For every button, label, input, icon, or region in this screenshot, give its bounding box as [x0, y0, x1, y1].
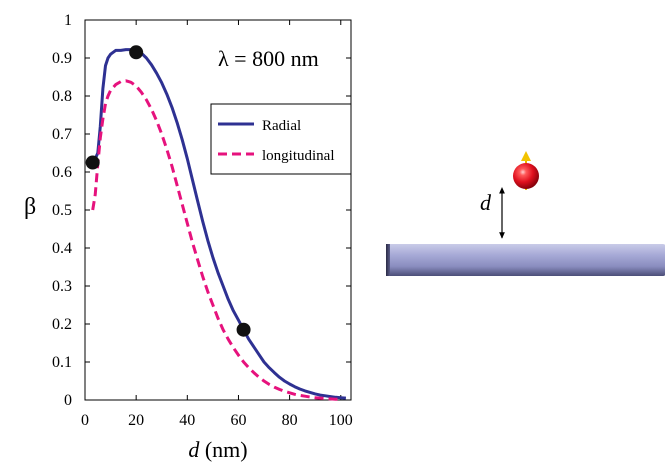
legend-box: [210, 103, 352, 175]
y-tick-label: 0.4: [52, 240, 72, 257]
y-tick-label: 0.7: [52, 126, 72, 143]
nanorod: [386, 244, 665, 276]
y-tick-label: 0.1: [52, 354, 72, 371]
y-tick-label: 0.9: [52, 50, 72, 67]
x-tick-label: 40: [179, 412, 195, 429]
x-axis-label: d (nm): [188, 437, 247, 462]
highlight-point: [236, 322, 251, 337]
x-axis-label-unit: (nm): [205, 437, 248, 462]
series-line-radial: [91, 48, 347, 400]
wavelength-annotation: λ = 800 nm: [218, 46, 319, 71]
distance-label: d: [480, 190, 492, 215]
x-tick-label: 100: [329, 412, 353, 429]
y-tick-label: 0.6: [52, 164, 72, 181]
nanorod-illustration: d: [386, 151, 665, 276]
x-tick-label: 80: [282, 412, 298, 429]
series-line-longitudinal: [91, 79, 341, 401]
y-tick-label: 0.5: [52, 202, 72, 219]
legend-label-longitudinal: longitudinal: [262, 148, 335, 164]
y-tick-label: 0.3: [52, 278, 72, 295]
legend: Radial longitudinal: [210, 103, 352, 175]
x-tick-label: 20: [128, 412, 144, 429]
axes: 0 20 40 60 80 100 0 0.1 0.2 0.3 0.4 0.5 0.6 0.7 0.8 0.9…: [52, 12, 353, 429]
highlight-point: [129, 45, 144, 60]
x-tick-label: 60: [230, 412, 246, 429]
nanorod-end-cap: [386, 244, 390, 276]
dipole-arrow-head: [521, 151, 531, 161]
highlight-point: [85, 155, 100, 170]
legend-label-radial: Radial: [262, 118, 301, 134]
y-tick-label: 0.2: [52, 316, 72, 333]
y-axis-label: β: [24, 194, 36, 220]
x-tick-label: 0: [81, 412, 89, 429]
series-lines: [91, 48, 347, 401]
y-tick-label: 0.8: [52, 88, 72, 105]
emitter-sphere: [513, 163, 539, 189]
highlighted-points: [85, 45, 251, 337]
y-tick-label: 0: [64, 392, 72, 409]
x-axis-label-var: d: [188, 437, 200, 462]
plot-frame: [84, 19, 352, 401]
y-tick-label: 1: [64, 12, 72, 29]
